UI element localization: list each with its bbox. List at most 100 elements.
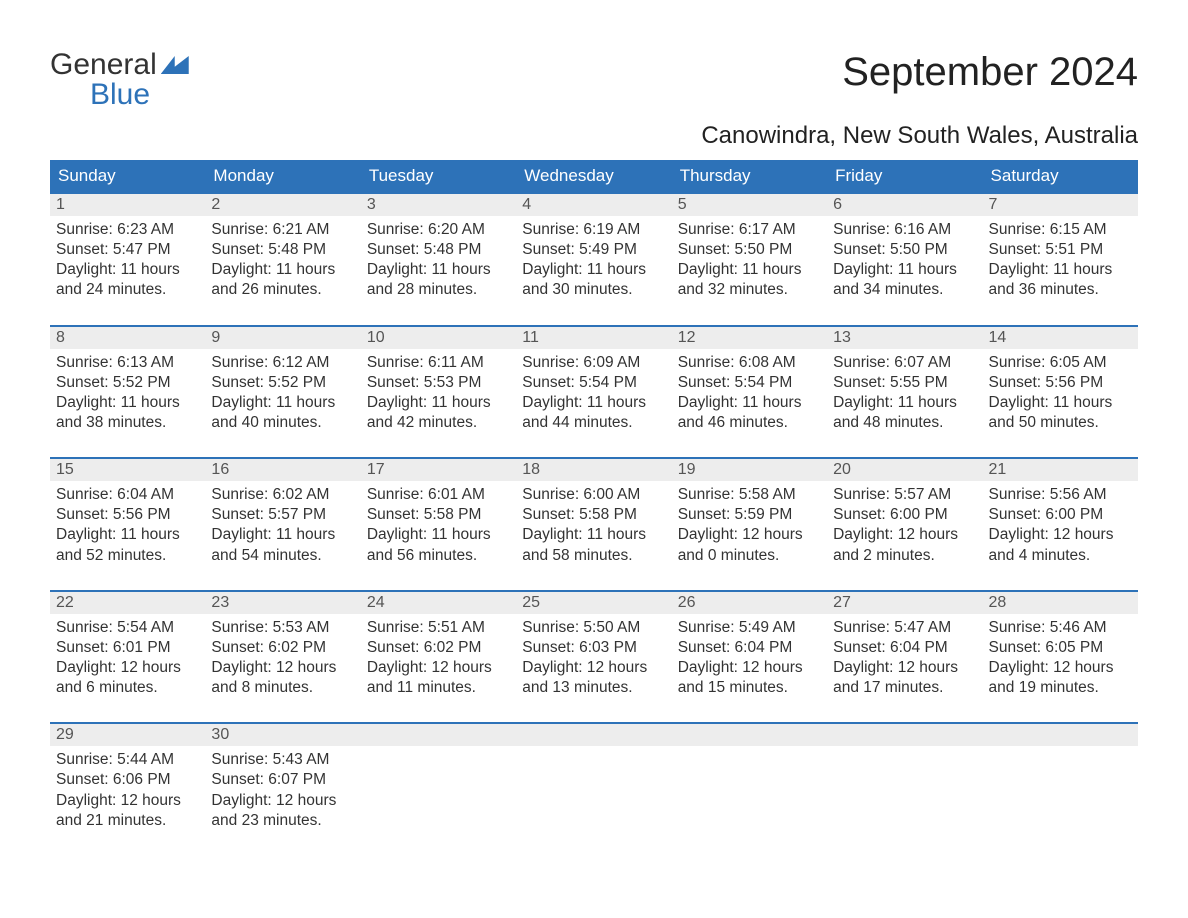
day-body: Sunrise: 6:12 AMSunset: 5:52 PMDaylight:… [205, 349, 360, 440]
day-number: 28 [983, 592, 1138, 614]
calendar: SundayMondayTuesdayWednesdayThursdayFrid… [50, 160, 1138, 837]
daylight-line: Daylight: 11 hours and 52 minutes. [56, 525, 199, 565]
title-block: September 2024 [842, 50, 1138, 95]
sunrise-line: Sunrise: 6:07 AM [833, 353, 976, 373]
daylight-line: Daylight: 12 hours and 8 minutes. [211, 658, 354, 698]
day-number: 4 [516, 194, 671, 216]
day-cell: 26Sunrise: 5:49 AMSunset: 6:04 PMDayligh… [672, 592, 827, 705]
sunrise-line: Sunrise: 6:05 AM [989, 353, 1132, 373]
day-number: 29 [50, 724, 205, 746]
sunset-line: Sunset: 5:58 PM [367, 505, 510, 525]
daylight-line: Daylight: 11 hours and 42 minutes. [367, 393, 510, 433]
sunrise-line: Sunrise: 6:04 AM [56, 485, 199, 505]
day-cell: 24Sunrise: 5:51 AMSunset: 6:02 PMDayligh… [361, 592, 516, 705]
logo: General Blue [50, 50, 189, 110]
day-body: Sunrise: 6:01 AMSunset: 5:58 PMDaylight:… [361, 481, 516, 572]
sunset-line: Sunset: 5:49 PM [522, 240, 665, 260]
day-number: . [983, 724, 1138, 746]
day-number: 19 [672, 459, 827, 481]
day-number: 5 [672, 194, 827, 216]
day-number: 16 [205, 459, 360, 481]
sunset-line: Sunset: 6:03 PM [522, 638, 665, 658]
day-body: Sunrise: 5:50 AMSunset: 6:03 PMDaylight:… [516, 614, 671, 705]
day-number: 20 [827, 459, 982, 481]
day-number: 12 [672, 327, 827, 349]
daylight-line: Daylight: 11 hours and 24 minutes. [56, 260, 199, 300]
day-body: Sunrise: 6:20 AMSunset: 5:48 PMDaylight:… [361, 216, 516, 307]
day-body: Sunrise: 6:15 AMSunset: 5:51 PMDaylight:… [983, 216, 1138, 307]
daylight-line: Daylight: 11 hours and 28 minutes. [367, 260, 510, 300]
sunset-line: Sunset: 5:59 PM [678, 505, 821, 525]
sunset-line: Sunset: 5:51 PM [989, 240, 1132, 260]
day-number: 17 [361, 459, 516, 481]
day-body: Sunrise: 5:49 AMSunset: 6:04 PMDaylight:… [672, 614, 827, 705]
sunset-line: Sunset: 5:52 PM [211, 373, 354, 393]
daylight-line: Daylight: 11 hours and 48 minutes. [833, 393, 976, 433]
day-number: . [516, 724, 671, 746]
sunset-line: Sunset: 5:57 PM [211, 505, 354, 525]
daylight-line: Daylight: 11 hours and 58 minutes. [522, 525, 665, 565]
day-number: 21 [983, 459, 1138, 481]
sunset-line: Sunset: 5:50 PM [678, 240, 821, 260]
day-body: Sunrise: 5:47 AMSunset: 6:04 PMDaylight:… [827, 614, 982, 705]
day-number: 24 [361, 592, 516, 614]
day-body: Sunrise: 6:16 AMSunset: 5:50 PMDaylight:… [827, 216, 982, 307]
day-body: Sunrise: 5:51 AMSunset: 6:02 PMDaylight:… [361, 614, 516, 705]
sunset-line: Sunset: 5:55 PM [833, 373, 976, 393]
daylight-line: Daylight: 12 hours and 11 minutes. [367, 658, 510, 698]
logo-flag-icon [161, 56, 189, 74]
day-number: 27 [827, 592, 982, 614]
week-row: 29Sunrise: 5:44 AMSunset: 6:06 PMDayligh… [50, 722, 1138, 837]
weekday-thursday: Thursday [672, 160, 827, 192]
sunrise-line: Sunrise: 6:15 AM [989, 220, 1132, 240]
day-body: Sunrise: 5:57 AMSunset: 6:00 PMDaylight:… [827, 481, 982, 572]
sunset-line: Sunset: 5:47 PM [56, 240, 199, 260]
day-cell: 1Sunrise: 6:23 AMSunset: 5:47 PMDaylight… [50, 194, 205, 307]
day-cell: 4Sunrise: 6:19 AMSunset: 5:49 PMDaylight… [516, 194, 671, 307]
sunrise-line: Sunrise: 6:08 AM [678, 353, 821, 373]
day-body: Sunrise: 6:21 AMSunset: 5:48 PMDaylight:… [205, 216, 360, 307]
week-row: 15Sunrise: 6:04 AMSunset: 5:56 PMDayligh… [50, 457, 1138, 572]
sunrise-line: Sunrise: 5:50 AM [522, 618, 665, 638]
daylight-line: Daylight: 12 hours and 13 minutes. [522, 658, 665, 698]
sunset-line: Sunset: 5:54 PM [678, 373, 821, 393]
day-body: Sunrise: 6:07 AMSunset: 5:55 PMDaylight:… [827, 349, 982, 440]
day-cell: 19Sunrise: 5:58 AMSunset: 5:59 PMDayligh… [672, 459, 827, 572]
sunset-line: Sunset: 5:50 PM [833, 240, 976, 260]
day-cell: 12Sunrise: 6:08 AMSunset: 5:54 PMDayligh… [672, 327, 827, 440]
day-body: Sunrise: 6:11 AMSunset: 5:53 PMDaylight:… [361, 349, 516, 440]
sunset-line: Sunset: 6:00 PM [989, 505, 1132, 525]
day-body: Sunrise: 6:04 AMSunset: 5:56 PMDaylight:… [50, 481, 205, 572]
day-body: Sunrise: 6:05 AMSunset: 5:56 PMDaylight:… [983, 349, 1138, 440]
sunrise-line: Sunrise: 6:02 AM [211, 485, 354, 505]
day-cell: 11Sunrise: 6:09 AMSunset: 5:54 PMDayligh… [516, 327, 671, 440]
day-cell: 2Sunrise: 6:21 AMSunset: 5:48 PMDaylight… [205, 194, 360, 307]
day-body: Sunrise: 5:46 AMSunset: 6:05 PMDaylight:… [983, 614, 1138, 705]
sunset-line: Sunset: 5:54 PM [522, 373, 665, 393]
sunrise-line: Sunrise: 6:17 AM [678, 220, 821, 240]
sunset-line: Sunset: 6:07 PM [211, 770, 354, 790]
sunset-line: Sunset: 5:52 PM [56, 373, 199, 393]
sunrise-line: Sunrise: 5:53 AM [211, 618, 354, 638]
sunset-line: Sunset: 5:56 PM [989, 373, 1132, 393]
daylight-line: Daylight: 11 hours and 26 minutes. [211, 260, 354, 300]
day-body: Sunrise: 5:44 AMSunset: 6:06 PMDaylight:… [50, 746, 205, 837]
weekday-friday: Friday [827, 160, 982, 192]
daylight-line: Daylight: 11 hours and 44 minutes. [522, 393, 665, 433]
sunrise-line: Sunrise: 6:12 AM [211, 353, 354, 373]
day-cell: 7Sunrise: 6:15 AMSunset: 5:51 PMDaylight… [983, 194, 1138, 307]
daylight-line: Daylight: 11 hours and 56 minutes. [367, 525, 510, 565]
day-body: Sunrise: 6:19 AMSunset: 5:49 PMDaylight:… [516, 216, 671, 307]
weeks-container: 1Sunrise: 6:23 AMSunset: 5:47 PMDaylight… [50, 192, 1138, 837]
day-cell: 29Sunrise: 5:44 AMSunset: 6:06 PMDayligh… [50, 724, 205, 837]
day-body: Sunrise: 6:13 AMSunset: 5:52 PMDaylight:… [50, 349, 205, 440]
sunset-line: Sunset: 5:48 PM [211, 240, 354, 260]
day-cell: 8Sunrise: 6:13 AMSunset: 5:52 PMDaylight… [50, 327, 205, 440]
day-number: 25 [516, 592, 671, 614]
sunrise-line: Sunrise: 5:56 AM [989, 485, 1132, 505]
daylight-line: Daylight: 11 hours and 34 minutes. [833, 260, 976, 300]
sunrise-line: Sunrise: 5:58 AM [678, 485, 821, 505]
day-number: 1 [50, 194, 205, 216]
sunset-line: Sunset: 6:04 PM [833, 638, 976, 658]
weekday-sunday: Sunday [50, 160, 205, 192]
